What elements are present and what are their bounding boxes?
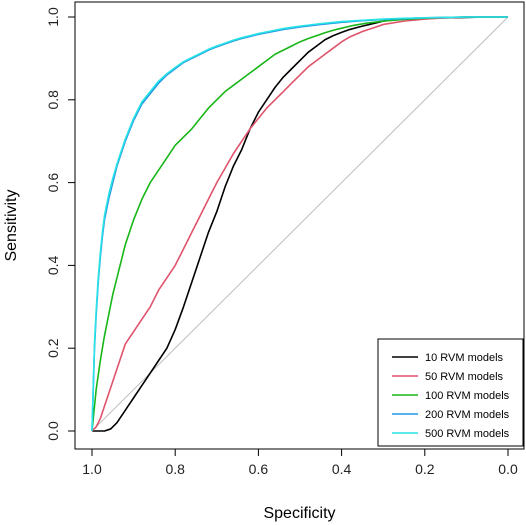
y-tick-label-3: 0.6 xyxy=(45,173,61,193)
y-tick-label-1: 0.2 xyxy=(45,338,61,358)
legend-label-1: 10 RVM models xyxy=(425,352,504,364)
x-tick-label-0: 1.0 xyxy=(82,461,102,477)
y-tick-label-0: 0.0 xyxy=(45,421,61,441)
x-tick-label-4: 0.2 xyxy=(415,461,435,477)
series-line-3 xyxy=(91,16,508,432)
x-tick-label-1: 0.8 xyxy=(165,461,185,477)
x-axis-title: Specificity xyxy=(263,505,335,522)
legend-label-3: 100 RVM models xyxy=(425,390,510,402)
series-line-5 xyxy=(91,16,508,432)
legend-label-2: 50 RVM models xyxy=(425,371,504,383)
reference-diagonal-line xyxy=(91,16,509,432)
y-tick-label-2: 0.4 xyxy=(45,255,61,275)
y-tick-label-5: 1.0 xyxy=(45,7,61,27)
legend-label-4: 200 RVM models xyxy=(425,409,510,421)
x-tick-label-5: 0.0 xyxy=(498,461,518,477)
y-axis: 0.0 0.2 0.4 0.6 0.8 1.0 xyxy=(45,7,75,441)
y-tick-label-4: 0.8 xyxy=(45,90,61,110)
x-tick-label-2: 0.6 xyxy=(249,461,269,477)
x-axis: 1.0 0.8 0.6 0.4 0.2 0.0 xyxy=(82,449,518,477)
legend: 10 RVM models 50 RVM models 100 RVM models… xyxy=(377,338,524,447)
series-line-2 xyxy=(91,16,508,432)
series-layer xyxy=(91,16,508,432)
x-tick-label-3: 0.4 xyxy=(332,461,352,477)
plot-frame xyxy=(74,1,525,450)
reference-diagonal-layer xyxy=(91,16,509,432)
y-axis-title: Sensitivity xyxy=(3,189,20,261)
legend-label-5: 500 RVM models xyxy=(425,428,510,440)
